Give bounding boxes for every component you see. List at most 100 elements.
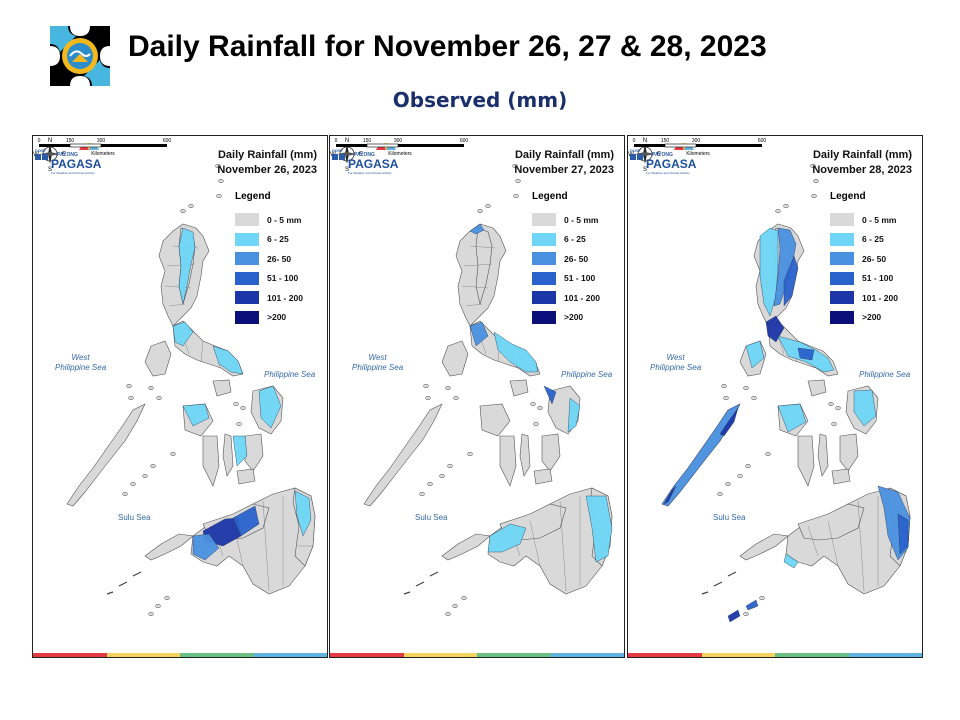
islet — [128, 395, 134, 401]
scale-tick: 300 — [394, 138, 403, 144]
islet — [236, 421, 242, 427]
rainfall-area — [567, 397, 581, 433]
islet — [180, 208, 186, 214]
scale-tick: 600 — [758, 138, 767, 144]
compass-n: N — [48, 138, 52, 144]
compass-s: S — [345, 167, 349, 172]
brand-name: PAGASA — [348, 157, 399, 171]
islet — [725, 481, 731, 487]
panel-color-strip — [330, 653, 624, 657]
rainfall-area — [178, 227, 196, 305]
legend-item: 6 - 25 — [532, 230, 600, 250]
islet — [737, 473, 743, 479]
province-region — [499, 435, 517, 487]
rainfall-area — [773, 227, 797, 307]
province-region — [144, 533, 194, 561]
color-strip-segment — [550, 653, 624, 657]
brand-dost: DOST — [630, 148, 642, 153]
sulu-sea-label: Sulu Sea — [415, 513, 448, 522]
legend-swatch — [235, 271, 259, 285]
rainfall-area — [258, 385, 282, 429]
legend-label: >200 — [862, 312, 882, 323]
panel-title: Daily Rainfall (mm) November 28, 2023 — [812, 148, 912, 178]
panel-title: Daily Rainfall (mm) November 27, 2023 — [514, 148, 614, 178]
rainfall-area — [719, 407, 739, 437]
islet — [813, 178, 819, 184]
legend-swatch — [235, 213, 259, 227]
province-region — [839, 433, 859, 472]
islet — [743, 385, 749, 391]
islet — [721, 383, 727, 389]
islet — [811, 193, 817, 199]
islet — [512, 163, 518, 169]
islet — [155, 603, 161, 609]
legend-title: Legend — [830, 191, 866, 202]
islet — [216, 193, 222, 199]
islet — [745, 463, 751, 469]
islet — [170, 451, 176, 457]
province-region — [509, 379, 529, 397]
west-philippine-sea-label: West Philippine Sea — [650, 353, 702, 372]
legend-item: >200 — [235, 308, 303, 328]
islet — [445, 385, 451, 391]
rainfall-area — [493, 331, 539, 373]
islet — [513, 193, 519, 199]
rainfall-area — [897, 513, 909, 555]
scale-tick: 0 — [335, 138, 338, 144]
province-region — [797, 503, 865, 541]
province-region — [739, 533, 789, 561]
province-region — [441, 533, 491, 561]
islet — [130, 481, 136, 487]
compass-n: N — [643, 138, 647, 144]
panel-title-line1: Daily Rainfall (mm) — [514, 149, 614, 161]
scale-unit: Kilometers — [686, 151, 710, 157]
islet — [148, 385, 154, 391]
islet — [215, 163, 221, 169]
color-strip-segment — [33, 653, 107, 657]
rainfall-area — [745, 340, 765, 369]
rainfall-area — [212, 345, 244, 375]
panel-date: November 26, 2023 — [217, 164, 317, 176]
islet — [188, 203, 194, 209]
islet — [515, 178, 521, 184]
rainfall-area — [585, 495, 613, 563]
legend-item: 26- 50 — [532, 249, 600, 269]
islet — [164, 595, 170, 601]
philippines-map — [363, 163, 613, 617]
rainfall-map-panel: Daily Rainfall (mm) November 28, 2023 Lege… — [627, 135, 923, 658]
rainfall-area — [294, 490, 312, 537]
province-region — [441, 340, 469, 377]
islet — [530, 401, 536, 407]
rainfall-area — [487, 523, 527, 553]
scale-tick: 150 — [66, 138, 75, 144]
province-region — [797, 435, 815, 487]
legend-item: 0 - 5 mm — [235, 210, 303, 230]
legend-label: 0 - 5 mm — [267, 214, 302, 225]
brand-payong: PAYONG — [354, 152, 375, 158]
rainfall-area — [543, 385, 557, 405]
islet — [537, 405, 543, 411]
page-title: Daily Rainfall for November 26, 27 & 28,… — [128, 30, 767, 63]
province-region — [807, 379, 827, 397]
islet — [148, 611, 154, 617]
panel-date: November 27, 2023 — [514, 164, 614, 176]
color-strip-segment — [330, 653, 404, 657]
panel-title-line1: Daily Rainfall (mm) — [217, 149, 317, 161]
legend-item: 101 - 200 — [235, 288, 303, 308]
rainfall-area — [192, 533, 220, 561]
scale-unit: Kilometers — [388, 151, 412, 157]
color-strip-segment — [180, 653, 254, 657]
sulu-archipelago — [403, 571, 439, 595]
panel-title: Daily Rainfall (mm) November 26, 2023 — [217, 148, 317, 178]
compass-e: E — [62, 152, 66, 158]
scale-bar: 0 150 300 600 Kilometers — [38, 138, 172, 157]
islet — [150, 463, 156, 469]
islet — [751, 395, 757, 401]
rainfall-area — [783, 553, 799, 569]
panel-title-line1: Daily Rainfall (mm) — [812, 149, 912, 161]
islet — [775, 208, 781, 214]
color-strip-segment — [477, 653, 551, 657]
rainfall-area — [783, 255, 799, 307]
color-strip-segment — [848, 653, 922, 657]
rainfall-area — [797, 347, 815, 361]
